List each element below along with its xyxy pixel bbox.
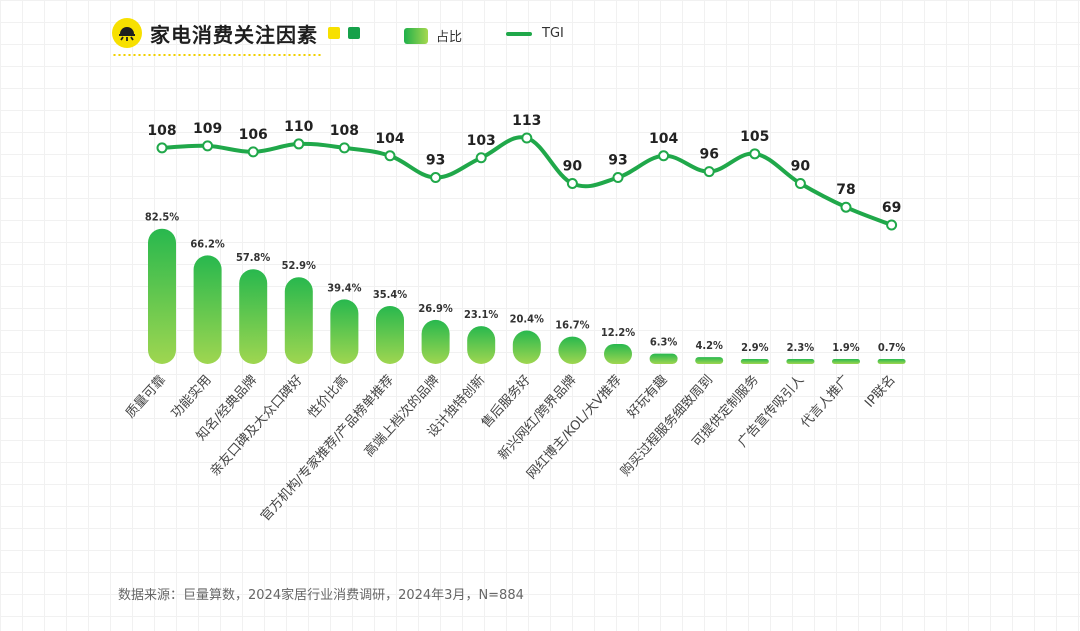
tgi-value-label: 93 — [426, 153, 445, 169]
page-title: 家电消费关注因素 — [150, 22, 318, 47]
bar-value-label: 6.3% — [650, 336, 678, 349]
tgi-value-label: 110 — [284, 119, 313, 135]
bar-value-label: 0.7% — [878, 341, 906, 354]
tgi-point-16 — [840, 201, 852, 213]
bar-1 — [148, 228, 176, 364]
tgi-value-label: 108 — [147, 123, 176, 139]
tgi-value-label: 105 — [740, 129, 769, 145]
legend-line-label: TGI — [542, 26, 564, 41]
legend-line: TGI — [506, 26, 564, 41]
category-label: 代言人推广 — [798, 373, 853, 431]
tgi-point-6 — [384, 150, 396, 162]
tgi-value-label: 93 — [608, 153, 627, 169]
bar-7 — [421, 319, 450, 364]
line-swatch-icon — [506, 31, 532, 36]
tgi-value-label: 96 — [699, 147, 718, 163]
tgi-point-1 — [156, 142, 168, 154]
tgi-value-label: 113 — [512, 113, 541, 129]
bar-17 — [877, 359, 906, 364]
tgi-point-11 — [612, 172, 624, 184]
tgi-point-9 — [521, 132, 533, 144]
bar-14 — [740, 359, 769, 364]
bar-value-label: 66.2% — [190, 237, 224, 250]
bar-13 — [695, 357, 724, 364]
tgi-point-14 — [749, 148, 761, 160]
category-label: 好玩有趣 — [625, 373, 671, 422]
tgi-line — [160, 135, 894, 227]
tgi-value-label: 108 — [330, 123, 359, 139]
tgi-point-15 — [794, 177, 806, 189]
tgi-point-17 — [886, 219, 898, 231]
bar-value-label: 35.4% — [373, 288, 407, 301]
green-square-icon — [348, 27, 360, 39]
category-label: 新兴网红/跨界品牌 — [495, 372, 579, 463]
tgi-value-label: 109 — [193, 121, 222, 137]
bar-15 — [786, 359, 815, 364]
tgi-value-label: 90 — [791, 158, 811, 174]
tgi-point-3 — [247, 146, 259, 158]
tgi-point-2 — [202, 140, 214, 152]
tgi-point-12 — [658, 150, 670, 162]
category-label: 购买过程服务细致周到 — [617, 372, 716, 479]
tgi-point-8 — [475, 152, 487, 164]
tgi-point-4 — [293, 138, 305, 150]
tgi-value-label: 78 — [836, 182, 855, 198]
bar-value-label: 20.4% — [510, 313, 544, 326]
category-label: 性价比高 — [305, 372, 352, 421]
tgi-value-label: 104 — [649, 131, 678, 147]
bar-5 — [330, 299, 359, 364]
bar-value-label: 23.1% — [464, 308, 498, 321]
bulb-logo-icon — [112, 18, 142, 48]
legend-bar-label: 占比 — [436, 30, 463, 45]
bar-value-label: 57.8% — [236, 251, 270, 264]
bar-10 — [558, 336, 587, 364]
legend-bar: 占比 — [404, 26, 462, 45]
bar-12 — [649, 353, 678, 364]
bar-11 — [604, 343, 632, 364]
bar-value-label: 39.4% — [327, 281, 361, 294]
bar-value-label: 1.9% — [832, 341, 860, 354]
bar-value-label: 82.5% — [145, 211, 179, 224]
tgi-value-label: 106 — [239, 127, 268, 143]
bar-9 — [512, 330, 541, 364]
bar-value-label: 12.2% — [601, 326, 635, 339]
bar-swatch-icon — [404, 27, 428, 44]
data-source: 数据来源：巨量算数，2024家居行业消费调研，2024年3月，N=884 — [118, 588, 524, 603]
tgi-point-7 — [430, 172, 442, 184]
bar-value-label: 16.7% — [555, 319, 589, 332]
category-label: IP联名 — [861, 372, 898, 411]
bar-value-label: 52.9% — [282, 259, 316, 272]
bar-4 — [284, 277, 313, 364]
tgi-value-label: 104 — [375, 131, 404, 147]
bar-8 — [467, 326, 496, 364]
bar-16 — [832, 359, 860, 364]
category-label: 质量可靠 — [123, 373, 169, 422]
chart-header: 家电消费关注因素 — [112, 16, 360, 50]
tgi-value-label: 69 — [882, 200, 901, 216]
bar-value-label: 4.2% — [695, 339, 723, 352]
bar-6 — [376, 305, 404, 364]
bar-value-label: 26.9% — [418, 302, 452, 315]
tgi-value-label: 103 — [467, 133, 496, 149]
tgi-point-10 — [566, 177, 578, 189]
bar-value-label: 2.9% — [741, 341, 769, 354]
bar-2 — [193, 255, 222, 364]
title-underline — [112, 54, 322, 56]
tgi-point-13 — [703, 166, 715, 178]
category-label: 功能实用 — [169, 373, 215, 422]
tgi-point-5 — [338, 142, 350, 154]
tgi-value-label: 90 — [563, 158, 583, 174]
bar-value-label: 2.3% — [787, 341, 815, 354]
bar-3 — [239, 269, 268, 364]
category-label: 亲友口碑及大众口碑好 — [207, 372, 306, 479]
yellow-square-icon — [328, 27, 340, 39]
